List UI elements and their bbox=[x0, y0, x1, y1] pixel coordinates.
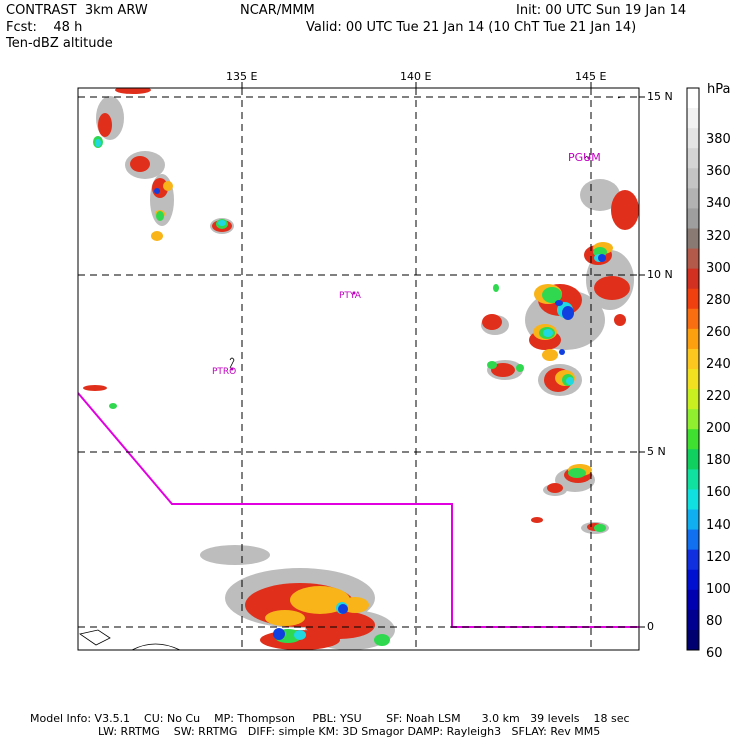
colorbar-swatch bbox=[687, 228, 699, 250]
colorbar-swatch bbox=[687, 308, 699, 330]
colorbar-swatch bbox=[687, 429, 699, 450]
colorbar-tick-label: 300 bbox=[706, 260, 731, 276]
colorbar-tick-label: 320 bbox=[706, 228, 731, 244]
colorbar-tick-label: 140 bbox=[706, 517, 731, 533]
colorbar-swatch bbox=[687, 609, 699, 631]
colorbar-tick-label: 100 bbox=[706, 581, 731, 597]
colorbar-swatch bbox=[687, 549, 699, 571]
map-frame bbox=[77, 87, 640, 651]
colorbar-swatch bbox=[687, 529, 699, 551]
colorbar-tick-label: 180 bbox=[706, 453, 731, 469]
lon-label-135e: 135 E bbox=[226, 70, 258, 83]
station-label-ptro: PTRO bbox=[212, 367, 237, 377]
colorbar-swatch bbox=[687, 208, 699, 229]
colorbar-swatch bbox=[687, 248, 699, 270]
colorbar-swatch bbox=[687, 389, 699, 410]
model-title: CONTRAST 3km ARW bbox=[6, 3, 148, 18]
colorbar-swatch bbox=[687, 128, 699, 149]
colorbar-tick-label: 380 bbox=[706, 132, 731, 148]
colorbar-swatch bbox=[687, 148, 699, 169]
axis-ticks bbox=[241, 82, 645, 628]
organization-label: NCAR/MMM bbox=[240, 3, 315, 18]
colorbar-swatch bbox=[687, 288, 699, 310]
colorbar-unit: hPa bbox=[707, 82, 731, 97]
valid-time: Valid: 00 UTC Tue 21 Jan 14 (10 ChT Tue … bbox=[306, 20, 637, 35]
colorbar-tick-label: 280 bbox=[706, 292, 731, 308]
lat-label-10n: 10 N bbox=[647, 268, 673, 281]
colorbar-swatch bbox=[687, 108, 699, 129]
color-scale-bar bbox=[686, 87, 700, 651]
colorbar-tick-label: 240 bbox=[706, 356, 731, 372]
colorbar-swatch bbox=[687, 469, 699, 490]
colorbar-swatch bbox=[687, 328, 699, 350]
forecast-hour: Fcst: 48 h bbox=[6, 20, 83, 35]
colorbar-swatch bbox=[687, 509, 699, 531]
colorbar-frame bbox=[686, 87, 700, 651]
colorbar-tick-label: 340 bbox=[706, 196, 731, 212]
colorbar-swatch bbox=[687, 348, 699, 370]
lon-label-145e: 145 E bbox=[575, 70, 607, 83]
colorbar-swatch bbox=[687, 589, 699, 611]
colorbar-swatch bbox=[687, 489, 699, 510]
colorbar-swatch bbox=[687, 369, 699, 390]
colorbar-tick-label: 220 bbox=[706, 389, 731, 405]
station-label-ptya: PTYA bbox=[339, 291, 361, 301]
field-name: Ten-dBZ altitude bbox=[6, 36, 113, 51]
colorbar-tick-label: 360 bbox=[706, 164, 731, 180]
lat-lon-grid bbox=[78, 88, 639, 650]
colorbar-swatch bbox=[687, 268, 699, 290]
colorbar-tick-label: 80 bbox=[706, 613, 723, 629]
colorbar-tick-label: 200 bbox=[706, 421, 731, 437]
colorbar-swatch bbox=[687, 409, 699, 430]
lat-label-0: 0 bbox=[647, 620, 654, 633]
model-info-line1: Model Info: V3.5.1 CU: No Cu MP: Thompso… bbox=[30, 712, 630, 725]
echo-blue-cores bbox=[154, 188, 606, 640]
colorbar-tick-label: 60 bbox=[706, 646, 723, 661]
lat-label-5n: 5 N bbox=[647, 445, 666, 458]
lon-label-140e: 140 E bbox=[400, 70, 432, 83]
station-markers bbox=[230, 156, 591, 371]
model-info-line2: LW: RRTMG SW: RRTMG DIFF: simple KM: 3D … bbox=[98, 725, 601, 738]
colorbar-swatch bbox=[687, 188, 699, 209]
colorbar-tick-label: 120 bbox=[706, 549, 731, 565]
colorbar-swatch bbox=[687, 449, 699, 470]
colorbar-swatch bbox=[687, 569, 699, 591]
colorbar-tick-label: 160 bbox=[706, 485, 731, 501]
lat-label-15n: 15 N bbox=[647, 90, 673, 103]
colorbar-swatch bbox=[687, 629, 699, 651]
colorbar-tick-label: 260 bbox=[706, 324, 731, 340]
colorbar-swatch bbox=[687, 168, 699, 189]
colorbar-swatch bbox=[687, 88, 699, 109]
init-time: Init: 00 UTC Sun 19 Jan 14 bbox=[516, 3, 687, 18]
station-label-pgum: PGUM bbox=[568, 151, 601, 164]
